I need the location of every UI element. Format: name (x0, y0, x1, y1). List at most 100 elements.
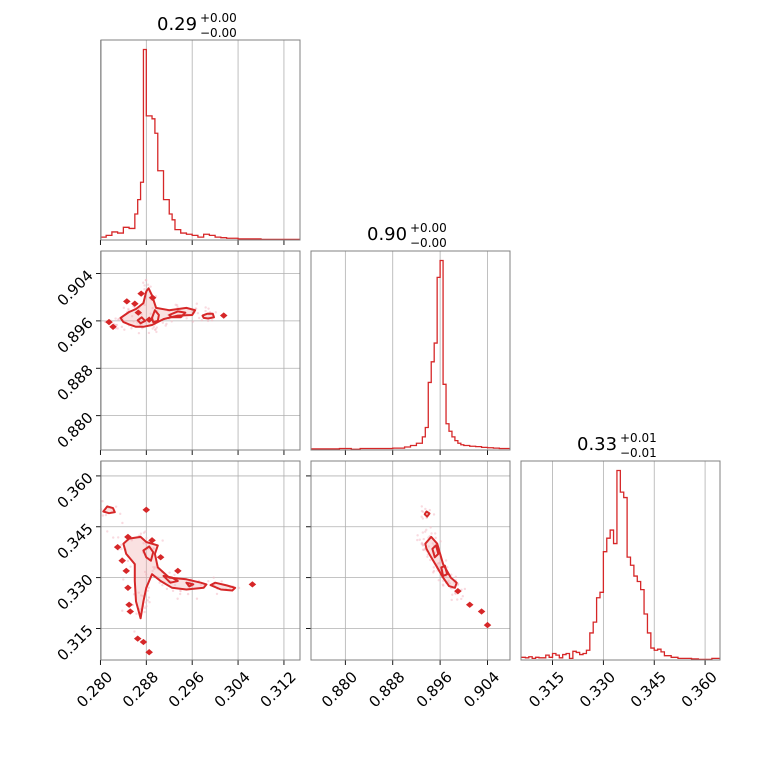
p2_vs_p1-sample-0-20 (149, 312, 152, 315)
p3_vs_p1-xticklabel-4: 0.312 (257, 668, 300, 711)
p3_vs_p1-island-11 (145, 649, 153, 656)
p3_vs_p2-sample-0-41 (427, 545, 431, 548)
p3_vs_p2-inner-line-0 (431, 544, 440, 559)
p3_vs_p1-island-3 (124, 584, 132, 591)
p3_vs_p2-samples (416, 505, 467, 602)
p3_vs_p1-sample-0-82 (173, 573, 176, 577)
p2_vs_p1-sample-0-75 (185, 317, 188, 320)
p2_vs_p1-island-7 (148, 294, 157, 301)
p3_vs_p1-sample-0-52 (173, 583, 177, 587)
p3_vs_p2-sample-0-36 (461, 595, 465, 598)
p2_vs_p1-sample-1-7 (204, 309, 207, 313)
p2_vs_p1-region-line-0 (119, 287, 197, 328)
p3_vs_p2-sample-0-15 (426, 555, 429, 558)
p2_vs_p1-sample-0-32 (170, 320, 173, 323)
p3_vs_p1-sample-1-5 (104, 513, 108, 517)
p3_vs_p1-sample-0-43 (121, 609, 124, 612)
p3_vs_p1-sample-0-84 (161, 539, 164, 542)
p2_vs_p1-yticklabel-0: 0.880 (54, 409, 97, 452)
p2_vs_p1-region-line-1 (201, 312, 215, 320)
p3_vs_p1-island-4 (125, 601, 133, 608)
p2_vs_p1-sample-0-76 (154, 328, 157, 331)
p3_vs_p2-sample-1-4 (428, 508, 432, 512)
p2_vs_p1-sample-0-15 (130, 327, 133, 330)
p3_vs_p2-frame (310, 460, 511, 661)
p2_vs_p1-sample-0-89 (196, 311, 200, 315)
p3_vs_p1-sample-0-47 (147, 596, 151, 599)
p3_vs_p2-inner-line-1 (440, 564, 449, 577)
p3_vs_p1-sample-0-76 (143, 606, 147, 610)
p3_vs_p1-sample-0-30 (129, 565, 132, 568)
p3_vs_p2-sample-0-38 (444, 559, 448, 562)
p3_vs_p2-sample-1-7 (421, 510, 425, 514)
p3_vs_p1-sample-1-9 (101, 514, 105, 517)
hist-p3-xticklabel-2: 0.345 (627, 668, 670, 711)
hist-panel-p1 (99, 39, 301, 245)
p3_vs_p2-region-fill-0 (425, 536, 457, 588)
p2_vs_p1-sample-0-62 (144, 321, 148, 324)
p3_vs_p1-sample-0-53 (171, 589, 175, 593)
p3_vs_p1-island-12 (156, 554, 165, 561)
p3_vs_p1-sample-0-71 (140, 594, 143, 597)
p2_vs_p1-island-2 (123, 298, 131, 305)
p3_vs_p1-sample-0-61 (120, 547, 123, 551)
p3_vs_p1-sample-0-89 (186, 592, 190, 596)
p3_vs_p1-sample-0-65 (146, 589, 149, 592)
p3_vs_p1-island-6 (124, 533, 132, 541)
p3_vs_p1-island-10 (139, 638, 148, 646)
hist-panel-p3: 0.315 0.330 0.345 0.360 (520, 460, 721, 711)
p3_vs_p2-sample-0-1 (429, 558, 432, 562)
p3_vs_p2-xticklabel-2: 0.896 (413, 668, 456, 711)
p3_vs_p2-island-2 (477, 608, 486, 615)
p2_vs_p1-island-5 (137, 290, 145, 297)
p3_vs_p1-sample-0-1 (137, 591, 140, 594)
p3_vs_p1-island-8 (148, 537, 156, 544)
p3_vs_p2-sample-1-6 (432, 513, 436, 516)
p3_vs_p1-sample-0-41 (130, 539, 134, 542)
p3_vs_p1-sample-0-38 (168, 571, 171, 574)
p3_vs_p1-region-line-2 (209, 581, 237, 592)
p3_vs_p1-yticklabel-3: 0.360 (54, 469, 97, 512)
p2_vs_p1-sample-0-53 (204, 306, 207, 309)
p3_vs_p1-island-7 (142, 506, 151, 513)
p3_vs_p1-region-fill-2 (210, 582, 236, 591)
p2_vs_p1-sample-0-21 (151, 306, 154, 310)
p2_vs_p1-island-6 (145, 316, 153, 323)
p2_vs_p1-sample-0-6 (176, 306, 179, 309)
p2_vs_p1-inner-line-2 (136, 316, 147, 325)
hist-p3-frame (520, 460, 721, 661)
p3_vs_p2-island-3 (483, 621, 492, 629)
p3_vs_p2-xticklabel-3: 0.904 (460, 668, 503, 711)
p3_vs_p1-sample-0-42 (142, 542, 145, 545)
title-p2: 0.90 +0.00 −0.00 (367, 221, 447, 250)
title-p3-upper: +0.01 (620, 431, 657, 445)
p2_vs_p1-sample-0-29 (195, 302, 199, 305)
p3_vs_p1-region-line-1 (102, 505, 116, 515)
p3_vs_p1-sample-0-66 (145, 605, 148, 608)
p3_vs_p1-sample-0-60 (120, 543, 123, 547)
title-p3-value: 0.33 (577, 434, 617, 455)
p3_vs_p2-sample-0-34 (432, 566, 436, 569)
p3_vs_p1-sample-1-3 (101, 500, 104, 503)
p2_vs_p1-sample-0-43 (123, 328, 126, 331)
p3_vs_p2-sample-0-84 (439, 540, 442, 543)
p2_vs_p1-sample-0-65 (161, 321, 165, 325)
p3_vs_p1-inner-line-0 (142, 545, 155, 562)
p3_vs_p2-sample-0-72 (430, 532, 433, 535)
p3_vs_p1-sample-0-72 (145, 536, 148, 540)
p3_vs_p1-sample-0-79 (143, 610, 146, 614)
p3_vs_p2-sample-1-9 (421, 517, 425, 520)
p3_vs_p1-sample-0-62 (144, 601, 148, 604)
p3_vs_p2-sample-0-40 (454, 575, 458, 579)
p3_vs_p2-sample-0-10 (429, 526, 432, 529)
hist-panel-p2 (310, 250, 511, 455)
p3_vs_p1-yticklabel-1: 0.330 (54, 571, 97, 614)
p3_vs_p2-sample-1-2 (420, 515, 423, 518)
p3_vs_p1-sample-0-56 (122, 578, 125, 581)
p3_vs_p2-sample-1-3 (420, 505, 424, 508)
p3_vs_p1-xticklabel-0: 0.280 (73, 668, 116, 711)
p2_vs_p1-sample-0-14 (114, 317, 117, 320)
p3_vs_p1-frame (100, 460, 301, 661)
